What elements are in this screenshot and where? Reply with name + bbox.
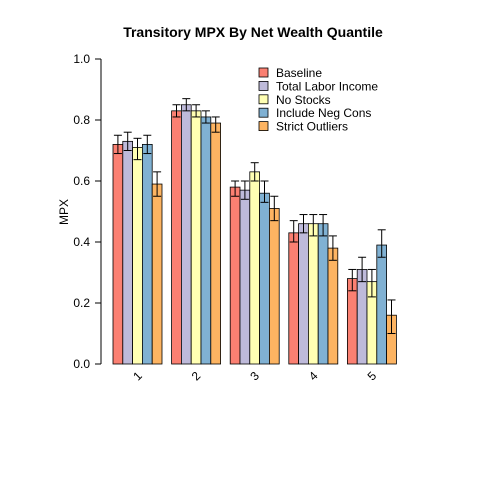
x-tick-label: 3	[247, 368, 262, 383]
y-axis-label: MPX	[57, 199, 71, 225]
legend-swatch	[258, 121, 269, 131]
bar	[239, 189, 251, 365]
bar	[210, 122, 222, 365]
legend-label: Total Labor Income	[276, 79, 378, 93]
bar-group	[112, 104, 397, 365]
legend-swatch	[258, 94, 269, 105]
legend-label: No Stocks	[276, 93, 331, 107]
y-axis: 0.0 0.2 0.4 0.6 0.8 1.0	[73, 52, 102, 371]
bar	[151, 183, 163, 365]
legend-label: Include Neg Cons	[276, 106, 371, 120]
bar	[317, 223, 329, 365]
bar	[132, 147, 143, 365]
legend-swatch	[258, 107, 269, 118]
bar	[307, 223, 319, 365]
chart-title: Transitory MPX By Net Wealth Quantile	[123, 24, 383, 40]
bar	[112, 143, 124, 365]
x-tick-label: 2	[189, 368, 204, 383]
legend-swatch	[258, 81, 269, 91]
bar	[298, 223, 309, 365]
bar	[200, 116, 212, 365]
bar	[356, 269, 368, 365]
x-axis: 1 2 3 4 5	[130, 368, 379, 383]
bar	[171, 110, 182, 365]
y-tick-label: 0.8	[73, 113, 90, 127]
x-tick-label: 1	[130, 368, 145, 383]
bar	[346, 278, 358, 365]
bar	[122, 140, 134, 365]
bar	[190, 110, 202, 365]
y-tick-label: 0.6	[73, 174, 90, 188]
bar	[327, 247, 339, 365]
legend-swatch	[258, 67, 269, 78]
bar	[180, 104, 192, 365]
x-tick-label: 5	[365, 368, 380, 383]
legend-label: Baseline	[276, 66, 322, 80]
bar	[259, 192, 270, 365]
y-tick-label: 1.0	[73, 52, 90, 66]
bar	[249, 171, 261, 365]
y-tick-label: 0.0	[73, 357, 90, 371]
bar	[141, 143, 153, 365]
bar	[229, 186, 241, 365]
y-tick-label: 0.4	[73, 235, 90, 249]
error-bar-group	[113, 98, 396, 334]
bar	[376, 244, 387, 365]
bar	[288, 232, 299, 365]
x-tick-label: 4	[306, 368, 321, 383]
legend-label: Strict Outliers	[276, 120, 348, 134]
bar	[268, 208, 280, 365]
y-tick-label: 0.2	[73, 296, 90, 310]
